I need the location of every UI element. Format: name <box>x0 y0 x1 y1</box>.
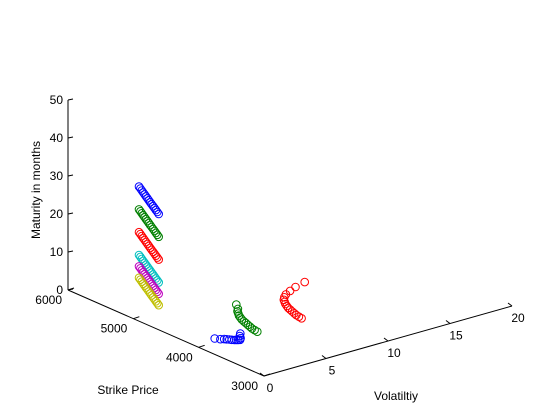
data-point <box>134 227 144 237</box>
y-axis-label: Strike Price <box>97 383 159 397</box>
z-tick-label: 10 <box>50 245 64 259</box>
y-tick-mark <box>67 287 75 291</box>
x-tick-mark <box>383 337 389 342</box>
data-point <box>134 262 144 271</box>
data-point <box>136 207 145 216</box>
x-tick-mark <box>321 355 327 359</box>
z-tick-mark <box>67 174 74 177</box>
y-tick-label: 6000 <box>35 293 62 307</box>
data-point <box>216 334 225 344</box>
y-tick-label: 3000 <box>231 379 258 393</box>
y-axis-line <box>67 289 265 377</box>
z-tick-label: 20 <box>50 207 64 221</box>
z-tick-mark <box>67 250 74 253</box>
data-point <box>134 205 144 214</box>
y-tick-label: 5000 <box>101 322 128 336</box>
data-point <box>136 252 145 262</box>
series-4-group <box>134 262 163 299</box>
data-point <box>227 335 237 345</box>
x-tick-label: 5 <box>329 364 336 378</box>
series-1-group <box>134 205 262 337</box>
z-tick-mark <box>67 136 74 139</box>
data-point <box>136 184 145 193</box>
data-point <box>300 277 310 287</box>
data-point <box>136 229 145 239</box>
data-point <box>210 334 219 343</box>
z-tick-label: 30 <box>50 169 64 183</box>
series-0-group <box>134 182 245 345</box>
axes-group <box>67 100 513 377</box>
data-point <box>136 275 145 285</box>
z-tick-label: 0 <box>56 283 63 297</box>
x-tick-mark <box>259 372 265 377</box>
x-tick-mark <box>445 320 451 324</box>
x-tick-label: 0 <box>267 381 274 395</box>
z-tick-mark <box>67 98 74 101</box>
data-point <box>225 335 234 344</box>
x-tick-label: 20 <box>511 311 525 325</box>
y-tick-mark <box>133 316 140 320</box>
data-point <box>134 250 144 260</box>
y-tick-label: 4000 <box>166 350 193 364</box>
z-tick-mark <box>67 212 74 215</box>
data-point <box>233 304 243 314</box>
z-axis-label: Maturity in months <box>29 141 43 239</box>
series-5-group <box>134 273 163 310</box>
y-tick-mark <box>198 344 205 348</box>
series-2-group <box>134 227 310 323</box>
x-tick-mark <box>507 302 513 307</box>
data-point <box>236 329 245 338</box>
z-tick-label: 40 <box>50 131 64 145</box>
data-point <box>232 300 241 309</box>
x-tick-label: 10 <box>387 346 401 360</box>
data-point <box>136 264 145 273</box>
y-tick-mark <box>263 373 271 377</box>
data-point <box>134 273 144 283</box>
data-point <box>134 182 144 191</box>
x-tick-label: 15 <box>449 329 463 343</box>
data-marks-group <box>134 182 310 345</box>
data-point <box>291 282 300 292</box>
z-tick-label: 50 <box>50 93 64 107</box>
x-axis-label: Volatiltiy <box>374 389 418 403</box>
